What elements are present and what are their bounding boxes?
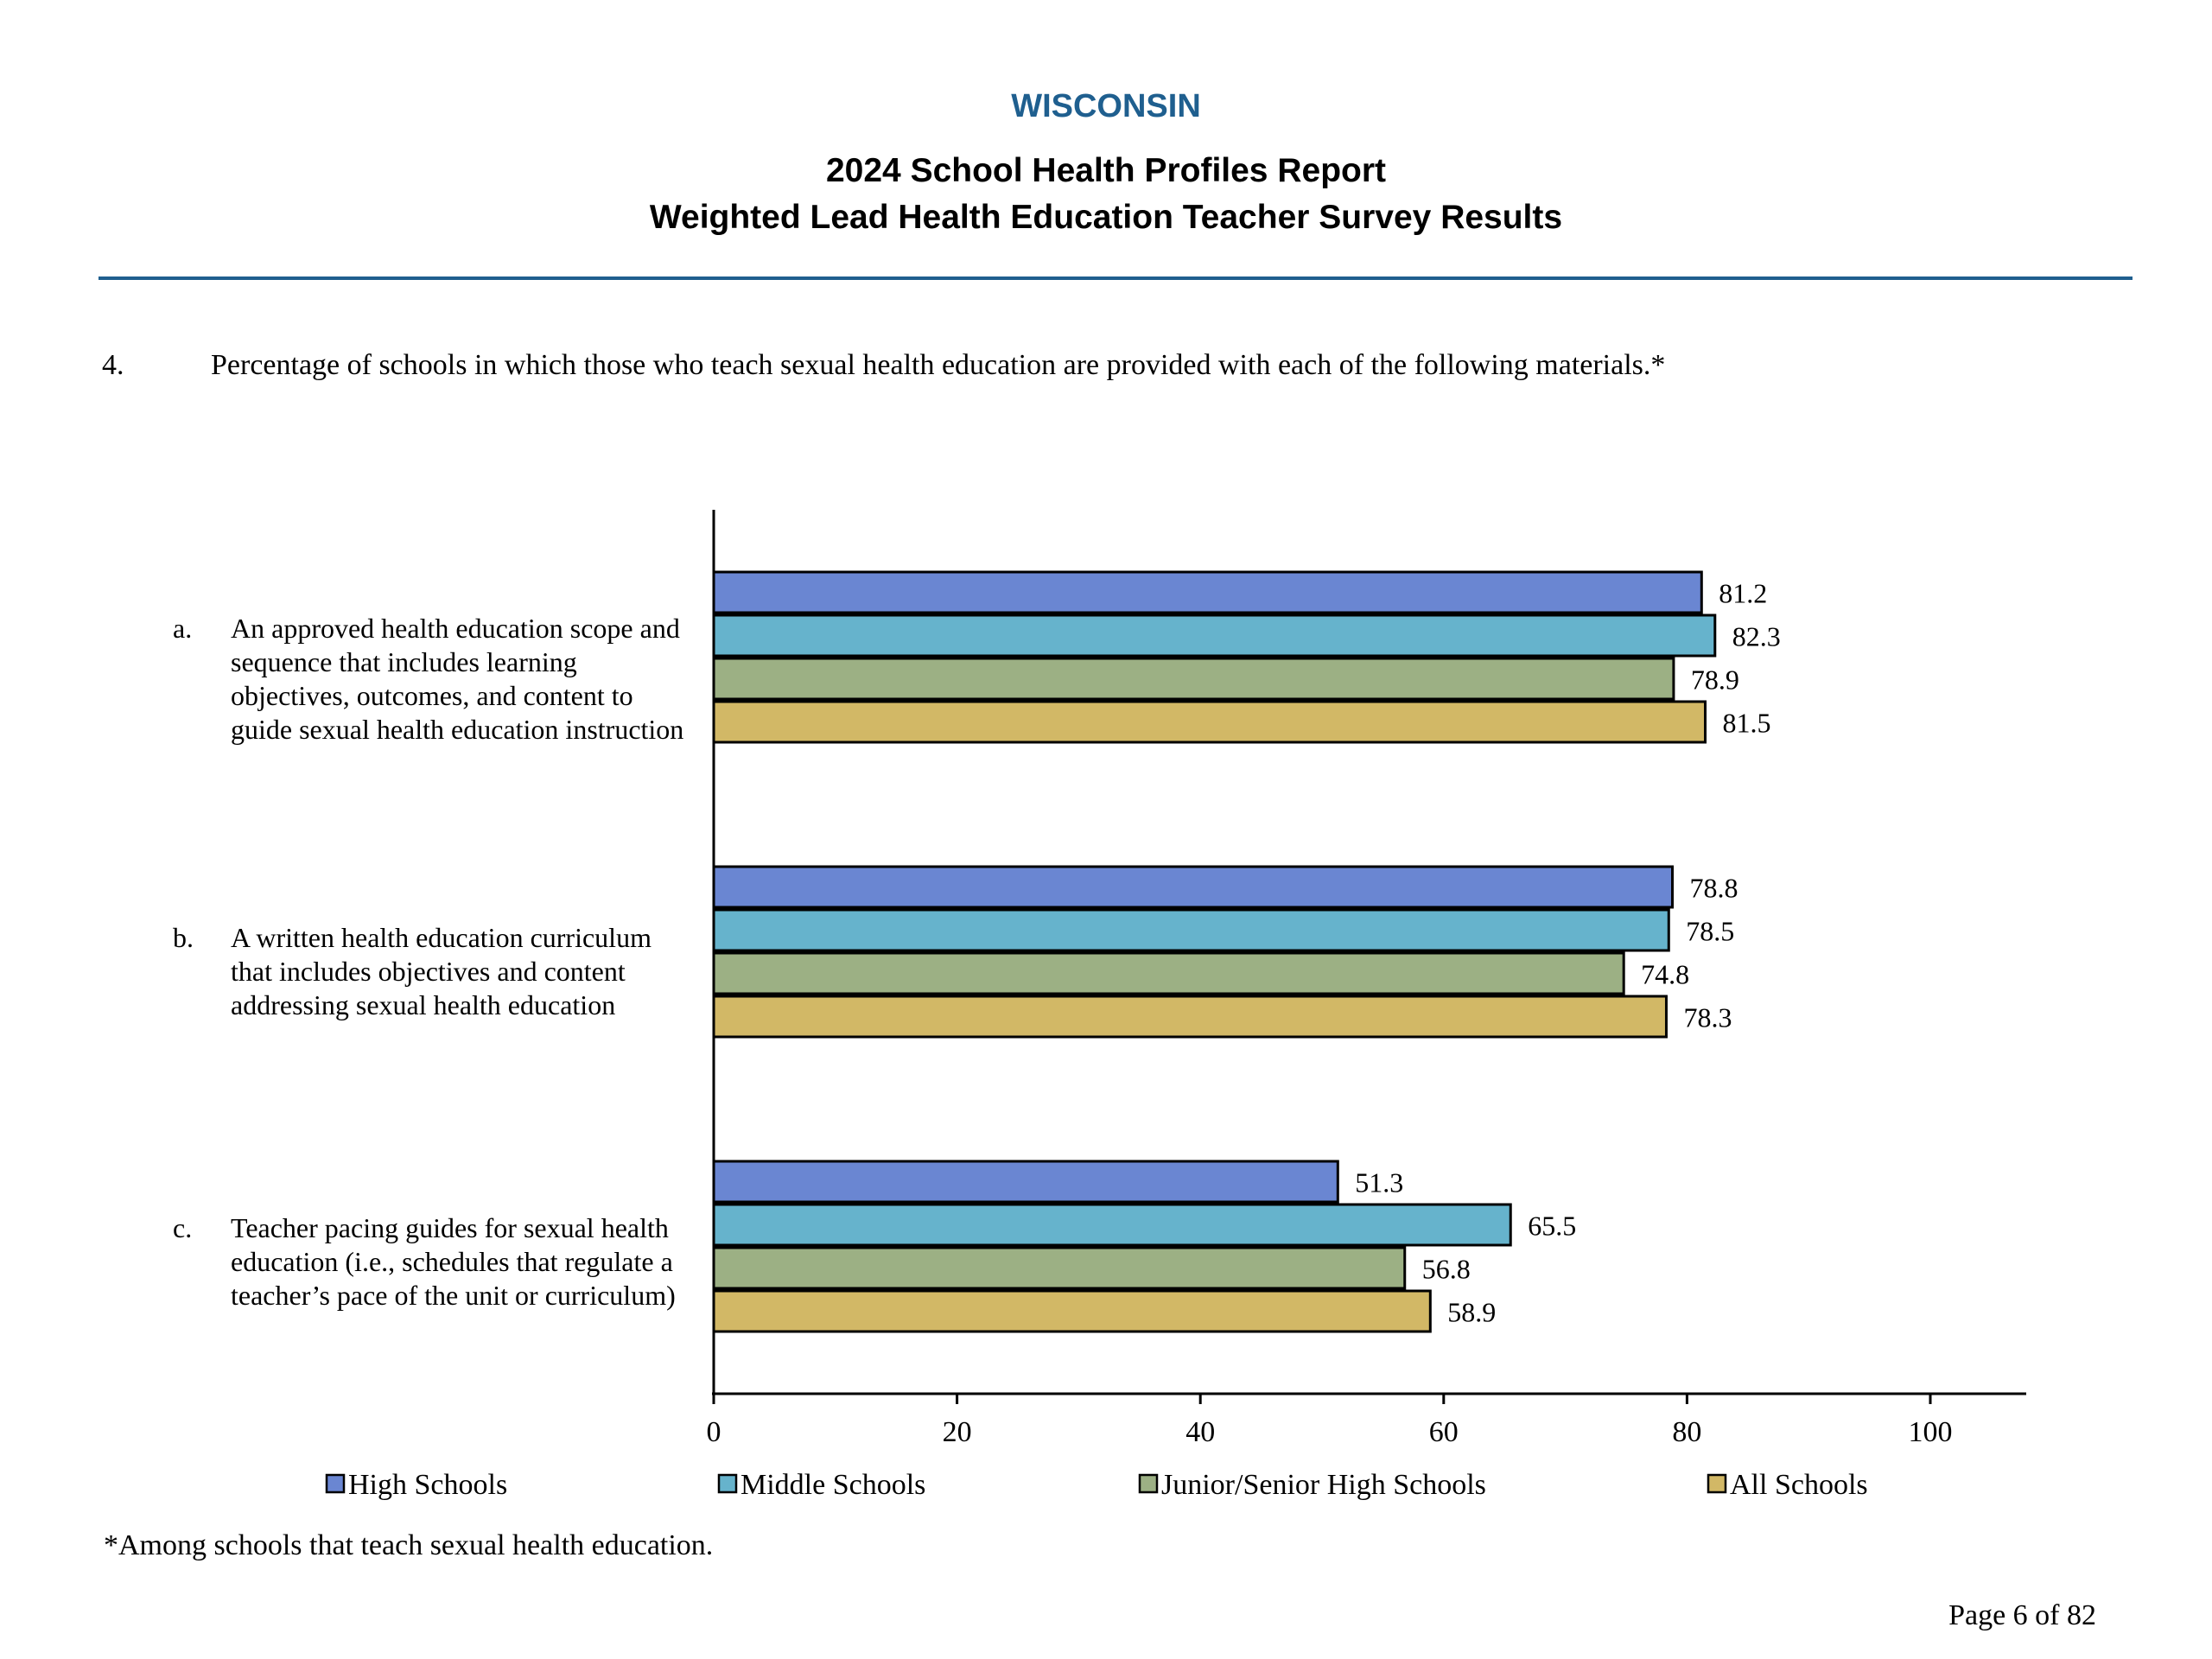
data-label: 82.3: [1732, 621, 1781, 652]
data-label: 78.5: [1686, 916, 1734, 947]
x-tick-label: 100: [1909, 1416, 1953, 1448]
report-title: 2024 School Health Profiles Report: [825, 152, 1386, 189]
bar-1-1: [712, 570, 1703, 614]
data-label: 81.2: [1719, 578, 1767, 609]
bar-3-3: [712, 1246, 1407, 1290]
bar-2-2: [712, 908, 1670, 952]
category-label-line: guide sexual health education instructio…: [231, 714, 683, 745]
header-divider: [99, 276, 2133, 280]
bar-4-1: [712, 700, 1707, 744]
question-text: Percentage of schools in which those who…: [211, 349, 1666, 381]
category-label-line: objectives, outcomes, and content to: [231, 680, 633, 711]
page-number: Page 6 of 82: [1948, 1599, 2096, 1631]
category-letter: b.: [173, 922, 194, 953]
bar-3-1: [712, 657, 1675, 701]
bar-4-2: [712, 995, 1668, 1039]
data-label: 56.8: [1422, 1254, 1471, 1285]
legend-label: Junior/Senior High Schools: [1161, 1469, 1486, 1501]
bar-2-1: [712, 613, 1717, 658]
data-label: 81.5: [1723, 708, 1771, 739]
category-label-line: An approved health education scope and: [231, 613, 680, 644]
bar-1-2: [712, 865, 1675, 909]
legend-label: All Schools: [1730, 1469, 1868, 1501]
category-letter: c.: [173, 1212, 192, 1243]
legend-swatch: [717, 1473, 738, 1494]
bar-4-3: [712, 1289, 1432, 1333]
category-letter: a.: [173, 613, 192, 644]
data-label: 78.9: [1691, 664, 1739, 696]
category-label-line: that includes objectives and content: [231, 956, 626, 987]
legend-swatch: [325, 1473, 346, 1494]
x-tick-label: 60: [1429, 1416, 1459, 1448]
bar-1-3: [712, 1160, 1339, 1204]
x-tick-label: 80: [1672, 1416, 1701, 1448]
report-subtitle: Weighted Lead Health Education Teacher S…: [649, 199, 1563, 236]
data-label: 65.5: [1528, 1211, 1576, 1242]
category-label-line: education (i.e., schedules that regulate…: [231, 1246, 673, 1277]
data-label: 51.3: [1355, 1167, 1403, 1198]
category-label-line: addressing sexual health education: [231, 989, 615, 1020]
data-label: 78.8: [1690, 873, 1738, 904]
x-tick-label: 40: [1185, 1416, 1215, 1448]
footnote: *Among schools that teach sexual health …: [104, 1529, 714, 1561]
legend-label: Middle Schools: [741, 1469, 925, 1501]
data-label: 78.3: [1683, 1002, 1732, 1033]
bar-3-2: [712, 951, 1625, 995]
x-tick-label: 0: [707, 1416, 721, 1448]
category-label-line: sequence that includes learning: [231, 646, 577, 677]
data-label: 58.9: [1447, 1297, 1496, 1328]
category-label-line: Teacher pacing guides for sexual health: [231, 1212, 669, 1243]
legend-swatch: [1138, 1473, 1159, 1494]
bar-2-3: [712, 1203, 1512, 1247]
state-name: WISCONSIN: [1011, 88, 1201, 124]
legend-label: High Schools: [348, 1469, 507, 1501]
category-label-line: A written health education curriculum: [231, 922, 652, 953]
x-tick-label: 20: [943, 1416, 972, 1448]
question-number: 4.: [102, 349, 124, 381]
category-label-line: teacher’s pace of the unit or curriculum…: [231, 1280, 676, 1311]
legend-swatch: [1707, 1473, 1727, 1494]
data-label: 74.8: [1641, 959, 1689, 990]
